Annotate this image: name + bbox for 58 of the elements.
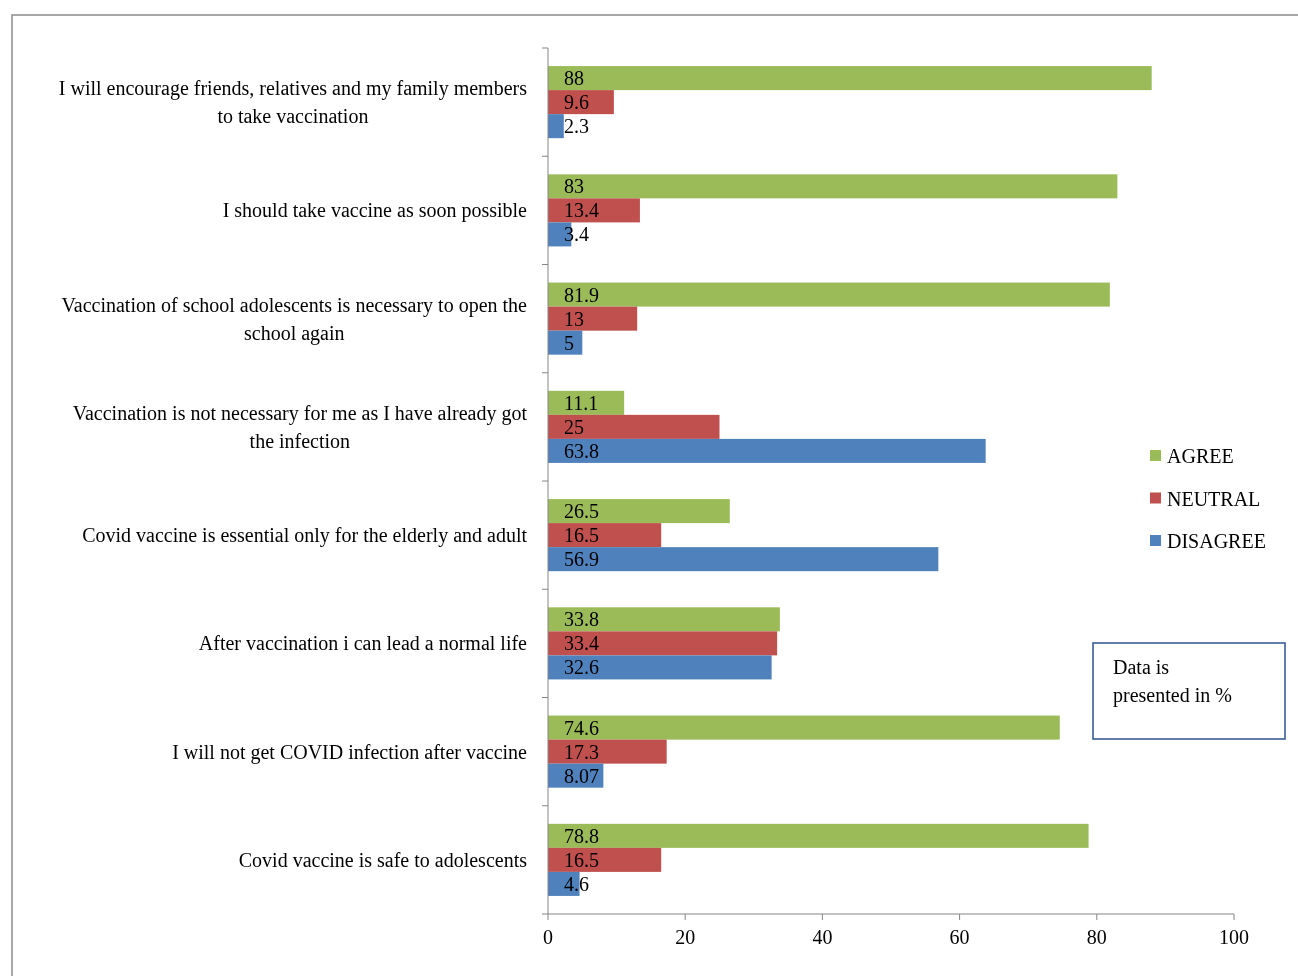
bar <box>548 114 564 139</box>
bar <box>548 547 939 572</box>
bar <box>548 438 986 463</box>
bar <box>548 499 730 524</box>
x-tick-label: 100 <box>1219 926 1249 948</box>
bar <box>548 715 1060 740</box>
bar <box>548 282 1110 307</box>
x-tick-label: 40 <box>812 926 833 948</box>
data-label: 11.1 <box>564 391 599 414</box>
bar <box>548 739 667 764</box>
data-label: 13.4 <box>564 199 599 222</box>
data-label: 83 <box>564 175 584 198</box>
y-tick-label: Covid vaccine is essential only for the elderly and adult <box>82 524 528 548</box>
data-label: 9.6 <box>564 91 589 114</box>
bar <box>548 414 720 439</box>
bar <box>548 607 780 632</box>
bar <box>548 306 638 331</box>
data-label: 74.6 <box>564 716 599 739</box>
bar <box>548 631 778 656</box>
y-tick-label: Vaccination of school adolescents is necessary to open the school again <box>61 293 528 345</box>
x-tick-label: 0 <box>543 926 553 948</box>
data-label: 25 <box>564 415 584 438</box>
annotation: Data is presented in % <box>1113 656 1232 707</box>
data-label: 16.5 <box>564 524 599 547</box>
data-label: 17.3 <box>564 740 599 763</box>
data-label: 16.5 <box>564 848 599 871</box>
y-tick-label: I will not get COVID infection after vaccine <box>172 740 528 764</box>
data-label: 63.8 <box>564 439 599 462</box>
data-label: 33.8 <box>564 608 599 631</box>
legend-label: NEUTRAL <box>1167 487 1261 510</box>
data-label: 32.6 <box>564 656 599 679</box>
x-tick-label: 60 <box>949 926 970 948</box>
y-tick-label: Vaccination is not necessary for me as I have already got the infection <box>72 401 528 452</box>
data-label: 56.9 <box>564 548 599 571</box>
legend-label: AGREE <box>1167 445 1234 467</box>
bar <box>548 523 662 548</box>
bar <box>548 823 1089 848</box>
legend-label: DISAGREE <box>1167 530 1266 552</box>
data-label: 5 <box>564 331 574 354</box>
data-label: 26.5 <box>564 500 599 523</box>
x-tick-label: 20 <box>675 926 696 948</box>
bar <box>548 847 662 872</box>
data-label: 33.4 <box>564 632 599 655</box>
data-label: 78.8 <box>564 824 599 847</box>
data-label: 88 <box>564 67 584 90</box>
x-tick-label: 80 <box>1086 926 1107 948</box>
bar <box>548 66 1152 91</box>
y-tick-label: I will encourage friends, relatives and my family members to take vaccination <box>58 77 528 128</box>
bar <box>548 174 1118 199</box>
y-tick-label: I should take vaccine as soon possible <box>222 199 528 223</box>
data-label: 8.07 <box>564 764 599 787</box>
data-label: 2.3 <box>564 115 589 138</box>
bar <box>548 655 772 680</box>
y-tick-label: After vaccination i can lead a normal life <box>198 632 528 655</box>
data-label: 81.9 <box>564 283 599 306</box>
bar <box>548 198 640 223</box>
data-label: 13 <box>564 307 584 330</box>
y-tick-label: Covid vaccine is safe to adolescents <box>238 848 528 871</box>
